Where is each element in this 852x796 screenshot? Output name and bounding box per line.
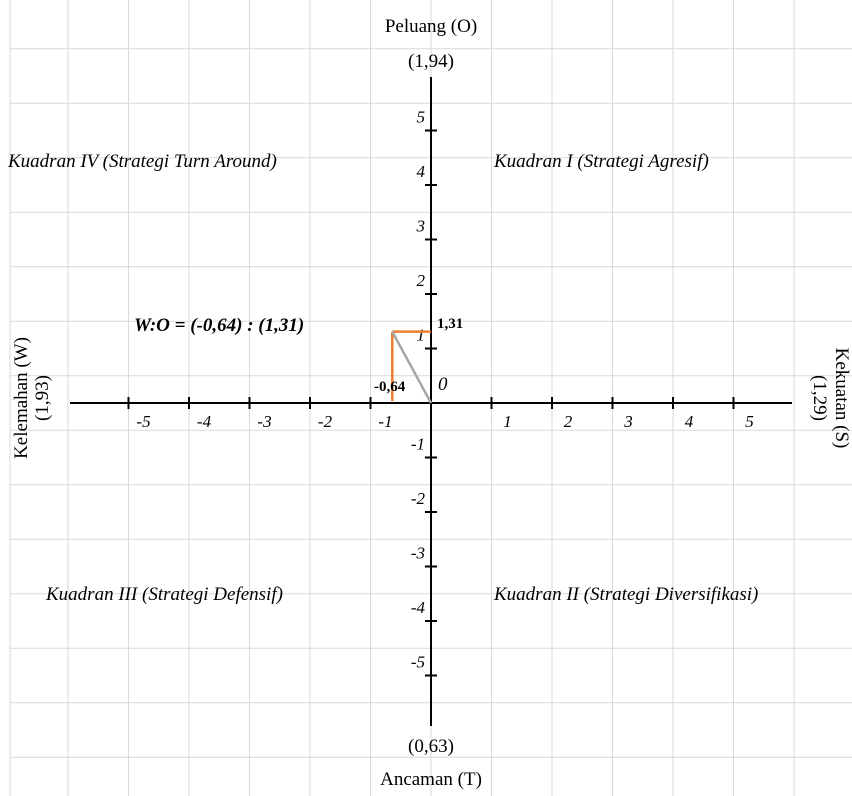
bottom-axis-value: (0,63): [408, 736, 454, 757]
vector-line: [391, 331, 433, 404]
y-tick-label: -1: [411, 435, 425, 454]
left-axis-title: Kelemahan (W): [11, 337, 32, 459]
y-tick-label: 4: [417, 162, 426, 181]
y-tick-label: -2: [411, 489, 426, 508]
x-tick-label: 4: [685, 412, 694, 431]
x-tick-label: -2: [318, 412, 333, 431]
y-tick-label: 2: [417, 271, 426, 290]
y-tick-label: -3: [411, 544, 425, 563]
y-value-label: 1,31: [437, 316, 463, 332]
top-axis-title: Peluang (O): [385, 16, 477, 37]
y-tick-label: 5: [417, 108, 426, 127]
origin-label: 0: [438, 374, 448, 395]
y-tick-label: 3: [416, 217, 426, 236]
quadrant-4-label: Kuadran IV (Strategi Turn Around): [7, 151, 277, 172]
strategy-vector: [391, 330, 433, 404]
right-axis-title: Kekuatan (S): [831, 348, 852, 449]
right-axis-value: (1,29): [809, 375, 830, 421]
x-value-label: -0,64: [374, 379, 406, 395]
x-tick-label: 3: [623, 412, 633, 431]
x-tick-label: 2: [564, 412, 573, 431]
x-tick-label: -4: [197, 412, 212, 431]
x-tick-label: 1: [503, 412, 512, 431]
quadrant-2-label: Kuadran II (Strategi Diversifikasi): [493, 584, 758, 605]
left-axis-value: (1,93): [32, 375, 53, 421]
x-tick-label: -5: [136, 412, 150, 431]
y-tick-label: 1: [417, 326, 426, 345]
x-tick-label: -3: [257, 412, 271, 431]
x-tick-label: 5: [745, 412, 754, 431]
y-tick-label: -4: [411, 598, 426, 617]
quadrant-1-label: Kuadran I (Strategi Agresif): [493, 151, 709, 172]
bottom-axis-title: Ancaman (T): [380, 769, 482, 790]
x-tick-label: -1: [378, 412, 392, 431]
coordinate-formula: W:O = (-0,64) : (1,31): [134, 315, 304, 336]
y-tick-label: -5: [411, 653, 425, 672]
quadrant-3-label: Kuadran III (Strategi Defensif): [45, 584, 283, 605]
axis-ticks: -5 -4 -3 -2 -1 1 2 3 4 5 -5 -4 -3 -2 -1 1 2 3 4 5: [127, 108, 754, 677]
top-axis-value: (1,94): [408, 51, 454, 72]
